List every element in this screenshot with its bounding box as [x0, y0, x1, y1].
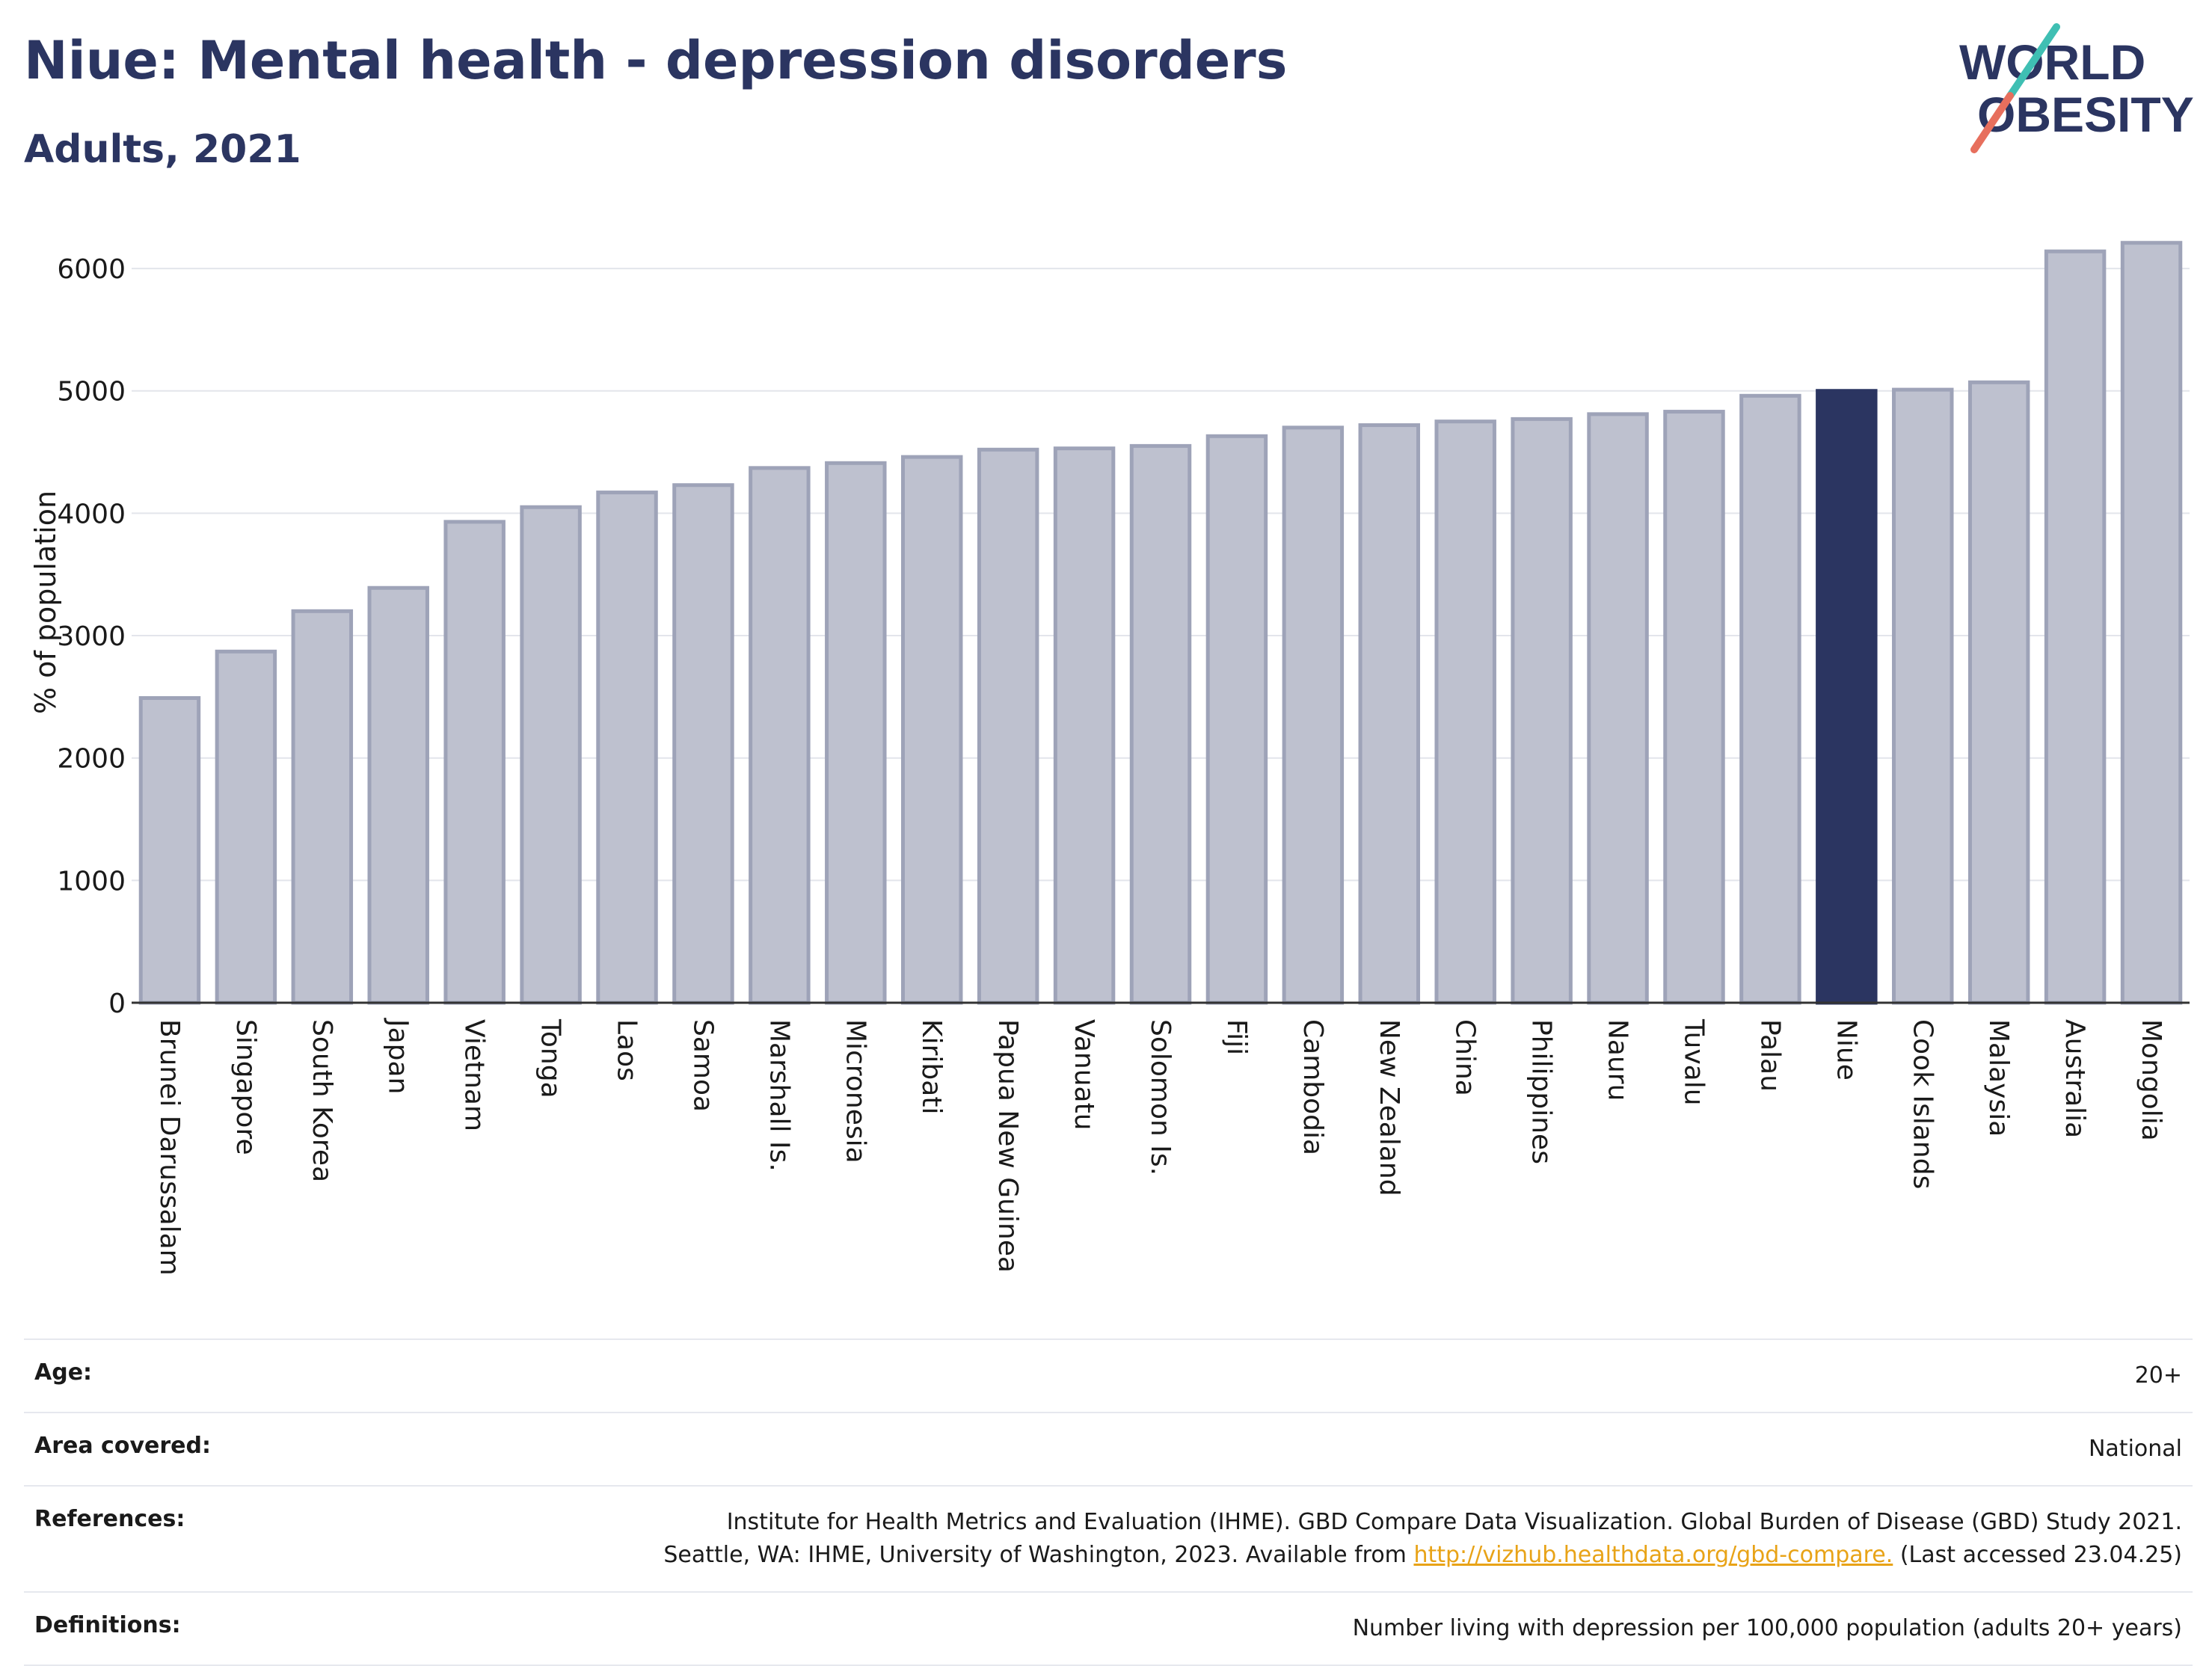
- x-tick-label: Fiji: [1221, 1019, 1252, 1055]
- bar-vietnam: [443, 520, 506, 1005]
- definitions-label: Definitions:: [34, 1612, 181, 1638]
- x-tick-label: Papua New Guinea: [992, 1019, 1023, 1273]
- x-tick-label: Samoa: [687, 1019, 718, 1112]
- bar-tuvalu: [1663, 410, 1725, 1005]
- y-tick-label: 4000: [57, 499, 126, 529]
- y-tick-label: 1000: [57, 866, 126, 897]
- bar-papua-new-guinea: [977, 447, 1039, 1005]
- bar-palau: [1739, 393, 1801, 1005]
- area-label: Area covered:: [34, 1433, 211, 1459]
- bar-new-zealand: [1358, 423, 1421, 1005]
- meta-row-area: Area covered: National: [24, 1412, 2193, 1485]
- x-tick-label: Nauru: [1603, 1019, 1633, 1101]
- y-tick-label: 2000: [57, 744, 126, 775]
- references-line2-post: (Last accessed 23.04.25): [1893, 1542, 2182, 1568]
- references-value: Institute for Health Metrics and Evaluat…: [663, 1506, 2182, 1572]
- svg-text:WORLD: WORLD: [1959, 34, 2145, 90]
- x-tick-label: Tuvalu: [1678, 1018, 1709, 1106]
- x-tick-label: Solomon Is.: [1145, 1019, 1176, 1175]
- bar-chart: 0 1000 2000 3000 4000 5000 6000 Brunei Darussa…: [29, 241, 2190, 1276]
- x-tick-label: Vanuatu: [1069, 1019, 1099, 1131]
- bar-malaysia: [1967, 380, 2030, 1005]
- meta-row-age: Age: 20+: [24, 1338, 2193, 1412]
- bars: [138, 241, 2183, 1005]
- bar-kiribati: [900, 455, 963, 1005]
- bar-vanuatu: [1053, 446, 1116, 1005]
- bar-brunei-darussalam: [138, 696, 201, 1005]
- bar-singapore: [215, 649, 277, 1005]
- x-tick-label: Australia: [2059, 1019, 2090, 1138]
- bar-cambodia: [1282, 425, 1345, 1005]
- bar-nauru: [1587, 412, 1649, 1005]
- bar-cook-islands: [1892, 387, 1954, 1005]
- x-tick-label: Kiribati: [916, 1019, 947, 1114]
- x-tick-label: New Zealand: [1374, 1019, 1404, 1196]
- age-label: Age:: [34, 1359, 93, 1386]
- x-tick-label: Cambodia: [1297, 1019, 1328, 1155]
- x-tick-label: Vietnam: [459, 1019, 490, 1131]
- bar-tonga: [520, 505, 582, 1005]
- bar-philippines: [1511, 416, 1573, 1005]
- x-tick-label: Malaysia: [1983, 1019, 2014, 1137]
- bar-china: [1434, 419, 1496, 1005]
- x-tick-label: Cook Islands: [1907, 1019, 1938, 1189]
- x-tick-label: South Korea: [307, 1019, 337, 1182]
- references-line2-pre: Seattle, WA: IHME, University of Washing…: [663, 1542, 1414, 1568]
- x-tick-label: China: [1450, 1019, 1481, 1096]
- y-tick-label: 3000: [57, 621, 126, 652]
- references-link[interactable]: http://vizhub.healthdata.org/gbd-compare…: [1413, 1542, 1893, 1568]
- x-tick-label: Palau: [1754, 1019, 1785, 1092]
- chart-title: Niue: Mental health - depression disorde…: [24, 30, 1288, 91]
- x-tick-label: Tonga: [535, 1018, 566, 1098]
- x-tick-label: Japan: [383, 1018, 414, 1094]
- y-axis-label: % of population: [29, 491, 62, 714]
- x-tick-label: Niue: [1831, 1019, 1861, 1081]
- references-line1: Institute for Health Metrics and Evaluat…: [726, 1509, 2182, 1535]
- bar-samoa: [672, 483, 734, 1005]
- bar-laos: [596, 491, 658, 1005]
- info-table: Age: 20+ Area covered: National Referenc…: [24, 1338, 2193, 1666]
- definitions-value: Number living with depression per 100,00…: [1352, 1615, 2182, 1641]
- meta-row-definitions: Definitions: Number living with depressi…: [24, 1591, 2193, 1666]
- bar-marshall-is-: [749, 466, 811, 1005]
- chart-subtitle: Adults, 2021: [24, 127, 301, 172]
- bar-mongolia: [2120, 241, 2183, 1005]
- age-value: 20+: [2134, 1362, 2182, 1389]
- bar-solomon-is-: [1129, 443, 1192, 1005]
- x-tick-label: Singapore: [230, 1019, 261, 1155]
- bar-south-korea: [291, 609, 354, 1005]
- x-tick-label: Mongolia: [2136, 1019, 2166, 1141]
- area-value: National: [2088, 1436, 2182, 1462]
- meta-row-references: References: Institute for Health Metrics…: [24, 1485, 2193, 1591]
- x-tick-label: Marshall Is.: [764, 1019, 794, 1172]
- bar-japan: [367, 585, 429, 1005]
- x-tick-label: Brunei Darussalam: [154, 1019, 185, 1276]
- y-axis-ticks: 0 1000 2000 3000 4000 5000 6000: [57, 254, 126, 1019]
- references-label: References:: [34, 1506, 185, 1532]
- bar-micronesia: [825, 461, 887, 1005]
- x-tick-label: Laos: [612, 1019, 642, 1081]
- y-tick-label: 0: [108, 989, 126, 1019]
- y-tick-label: 5000: [57, 377, 126, 408]
- x-tick-label: Philippines: [1526, 1019, 1557, 1164]
- x-tick-label: Micronesia: [840, 1019, 870, 1164]
- x-axis-labels: Brunei Darussalam Singapore South Korea Jap…: [154, 1018, 2166, 1276]
- world-obesity-logo: WORLD OBESITY: [1959, 23, 2194, 153]
- y-tick-label: 6000: [57, 254, 126, 285]
- bar-niue: [1816, 389, 1878, 1005]
- bar-australia: [2044, 249, 2107, 1005]
- bar-fiji: [1205, 434, 1268, 1005]
